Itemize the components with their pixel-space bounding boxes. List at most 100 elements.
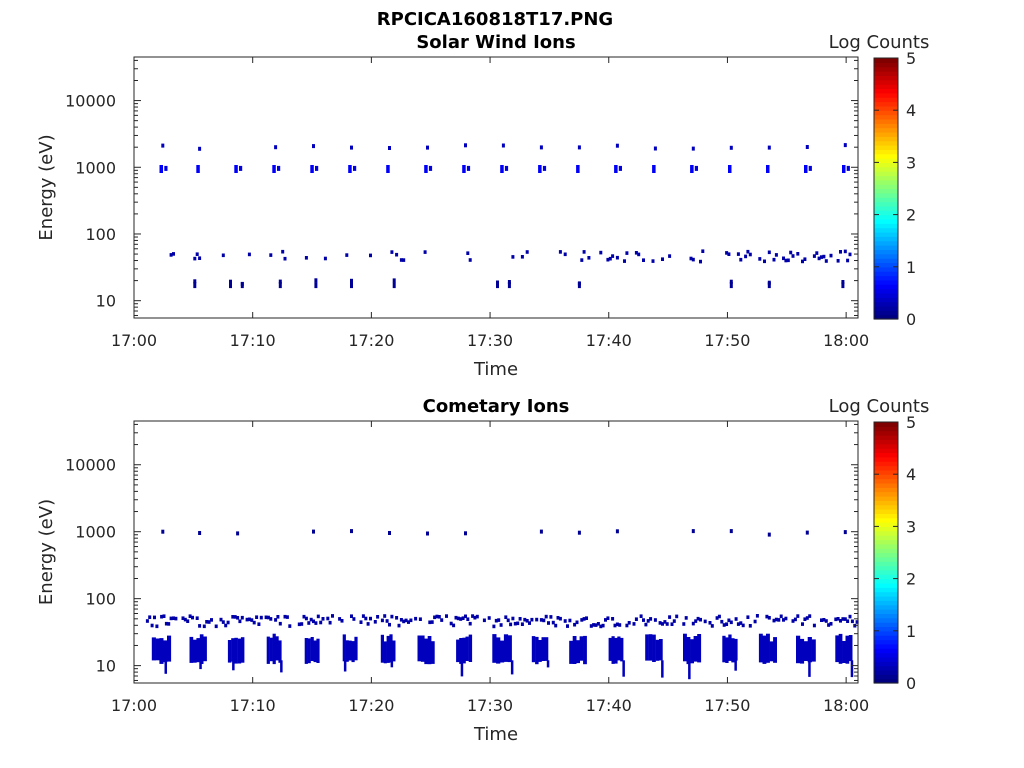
- data-cell: [580, 618, 584, 622]
- data-cell: [541, 637, 545, 661]
- data-cell: [766, 633, 770, 663]
- data-cell: [369, 253, 372, 258]
- data-cell: [601, 623, 605, 628]
- data-cell: [589, 624, 593, 628]
- data-cell: [528, 621, 531, 625]
- data-cell: [321, 617, 325, 621]
- colorbar-segment: [874, 288, 898, 294]
- colorbar-segment: [874, 443, 898, 449]
- data-cell: [193, 256, 197, 261]
- data-cell: [407, 620, 410, 624]
- data-cell: [558, 616, 562, 621]
- data-cell: [634, 617, 638, 621]
- colorbar-segment: [874, 262, 898, 268]
- data-cell: [492, 624, 496, 629]
- colorbar-segment: [874, 205, 898, 211]
- data-cell: [252, 620, 256, 625]
- data-cell: [420, 635, 425, 662]
- colorbar-segment: [874, 192, 898, 198]
- data-cell: [169, 253, 173, 257]
- colorbar-segment: [874, 301, 898, 307]
- colorbar-segment: [874, 88, 898, 94]
- data-cell: [214, 624, 218, 629]
- data-cell: [238, 619, 242, 624]
- data-cell: [538, 640, 542, 662]
- colorbar-segment: [874, 131, 898, 137]
- data-cell: [613, 623, 617, 628]
- data-cell: [729, 279, 733, 284]
- colorbar-segment: [874, 678, 898, 684]
- data-cell: [839, 619, 842, 623]
- data-cell: [805, 530, 809, 535]
- data-cell: [456, 639, 460, 663]
- data-cell: [728, 634, 732, 661]
- panel-title: Cometary Ions: [423, 396, 570, 417]
- data-cell: [315, 165, 319, 171]
- data-cell: [234, 165, 238, 173]
- data-cell: [350, 529, 353, 534]
- data-cell: [642, 258, 645, 262]
- data-cell: [767, 616, 771, 620]
- data-cell: [703, 619, 707, 624]
- data-cell: [599, 624, 603, 629]
- data-cell: [351, 641, 355, 663]
- x-tick-label: 17:20: [348, 331, 394, 350]
- colorbar-segment: [874, 253, 898, 259]
- data-cell: [304, 256, 308, 260]
- data-cell: [373, 620, 377, 624]
- colorbar-segment: [874, 171, 898, 177]
- data-cell: [782, 256, 785, 261]
- data-cell: [288, 624, 292, 628]
- colorbar-segment: [874, 227, 898, 233]
- data-cell: [623, 259, 626, 263]
- data-cell: [773, 637, 777, 663]
- data-cell: [829, 622, 833, 626]
- data-cell: [350, 282, 353, 289]
- data-cell: [428, 620, 432, 625]
- x-axis-label: Time: [473, 359, 518, 380]
- colorbar-segment: [874, 482, 898, 488]
- data-cell: [352, 617, 356, 621]
- data-cell: [189, 636, 194, 663]
- colorbar-segment: [874, 513, 898, 519]
- data-cell: [758, 257, 762, 261]
- data-cell: [468, 634, 473, 662]
- data-cell: [746, 249, 750, 254]
- colorbar-segment: [874, 305, 898, 311]
- data-cell: [690, 639, 694, 664]
- data-cell: [576, 640, 580, 664]
- data-cell: [838, 633, 843, 664]
- colorbar-segment: [874, 556, 898, 562]
- data-cell: [193, 282, 197, 289]
- data-cell: [155, 624, 159, 629]
- data-cell: [725, 637, 729, 663]
- data-cell: [739, 257, 743, 262]
- data-cell: [174, 616, 178, 621]
- data-cell: [689, 256, 693, 261]
- data-cell: [323, 256, 327, 261]
- data-cell: [741, 623, 745, 628]
- data-cell: [614, 637, 618, 664]
- colorbar-segment: [874, 201, 898, 207]
- colorbar-segment: [874, 652, 898, 658]
- colorbar-segment: [874, 552, 898, 558]
- x-axis: 17:00 17:10 17:20 17:30 17:40 17:50 18:00: [111, 57, 869, 350]
- data-cell: [652, 165, 656, 173]
- data-cell: [817, 256, 821, 261]
- data-cell: [582, 617, 586, 621]
- data-cell: [615, 622, 619, 627]
- data-cell: [835, 635, 839, 663]
- data-cell: [316, 638, 320, 663]
- data-cell: [665, 622, 669, 626]
- data-cell: [841, 617, 845, 621]
- data-cell: [611, 617, 615, 621]
- data-cell: [592, 623, 596, 627]
- data-cell: [402, 258, 406, 262]
- colorbar-segment: [874, 271, 898, 277]
- colorbar-segment: [874, 491, 898, 497]
- data-cell: [440, 618, 444, 622]
- data-cell: [782, 618, 785, 622]
- data-cell: [404, 618, 408, 623]
